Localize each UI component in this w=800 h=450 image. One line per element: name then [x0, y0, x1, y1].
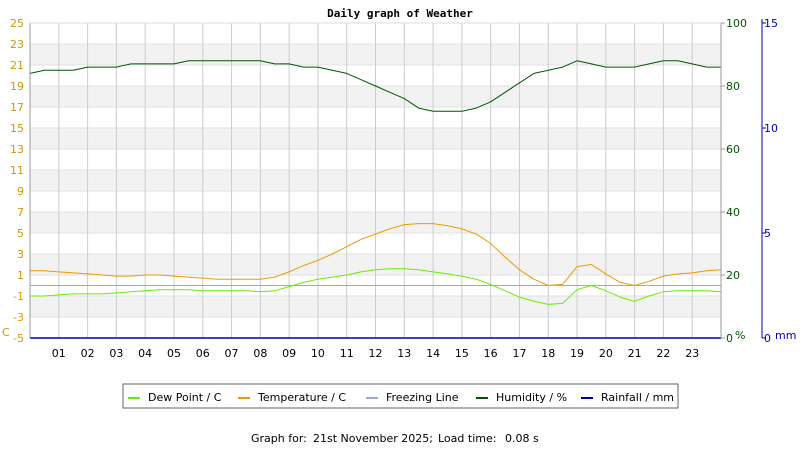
x-tick-label: 22	[656, 347, 670, 360]
left-tick-label: 19	[10, 80, 24, 93]
x-tick-label: 15	[455, 347, 469, 360]
footer-load-time: 0.08 s	[505, 432, 539, 445]
footer-label: Graph for:	[251, 432, 307, 445]
left-tick-label: 17	[10, 101, 24, 114]
x-tick-label: 18	[541, 347, 555, 360]
x-tick-label: 21	[628, 347, 642, 360]
legend-label-dew-point: Dew Point / C	[148, 391, 222, 404]
x-tick-label: 04	[138, 347, 152, 360]
rainfall-axis-ticks: 0 5 10 15 mm	[762, 17, 796, 345]
left-tick-label: -1	[13, 290, 24, 303]
legend-box	[122, 383, 679, 409]
x-tick-label: 16	[484, 347, 498, 360]
x-tick-label: 17	[512, 347, 526, 360]
x-tick-label: 11	[340, 347, 354, 360]
left-tick-label: -5	[13, 332, 24, 345]
left-tick-label: 5	[17, 227, 24, 240]
rainfall-tick-label: 10	[764, 122, 778, 135]
humidity-unit-label: %	[735, 329, 745, 342]
x-tick-label: 12	[369, 347, 383, 360]
left-tick-label: 1	[17, 269, 24, 282]
legend-label-freezing-line: Freezing Line	[386, 391, 459, 404]
rainfall-unit-label: mm	[775, 329, 796, 342]
footer-date: 21st November 2025;	[313, 432, 433, 445]
rainfall-tick-label: 15	[764, 17, 778, 30]
left-tick-label: 11	[10, 164, 24, 177]
x-tick-label: 19	[570, 347, 584, 360]
temperature-line	[30, 223, 722, 286]
left-tick-label: -3	[13, 311, 24, 324]
left-tick-label: 23	[10, 38, 24, 51]
x-tick-label: 14	[426, 347, 440, 360]
footer-load-label: Load time:	[438, 432, 496, 445]
humidity-tick-label: 80	[726, 80, 740, 93]
x-tick-label: 13	[397, 347, 411, 360]
humidity-tick-label: 40	[726, 206, 740, 219]
rainfall-tick-label: 0	[764, 332, 771, 345]
series-lines	[29, 60, 722, 339]
axes	[29, 19, 763, 338]
left-unit-label: C	[2, 326, 10, 339]
legend-label-rainfall: Rainfall / mm	[601, 391, 674, 404]
x-tick-label: 07	[225, 347, 239, 360]
left-tick-label: 3	[17, 248, 24, 261]
x-tick-label: 20	[599, 347, 613, 360]
x-axis-ticks: 01 02 03 04 05 06 07 08 09 10 11 12 13 14 15 16 17 18 19 20…	[52, 347, 699, 360]
x-tick-label: 03	[109, 347, 123, 360]
rainfall-tick-label: 5	[764, 227, 771, 240]
left-tick-label: 13	[10, 143, 24, 156]
x-tick-label: 06	[196, 347, 210, 360]
humidity-tick-label: 60	[726, 143, 740, 156]
x-tick-label: 08	[253, 347, 267, 360]
left-tick-label: 15	[10, 122, 24, 135]
left-tick-label: 21	[10, 59, 24, 72]
x-tick-label: 02	[81, 347, 95, 360]
legend-label-temperature: Temperature / C	[257, 391, 346, 404]
humidity-tick-label: 100	[726, 17, 747, 30]
x-tick-label: 10	[311, 347, 325, 360]
chart-title: Daily graph of Weather	[327, 7, 473, 20]
x-tick-label: 01	[52, 347, 66, 360]
legend: Dew Point / C Temperature / C Freezing Lin…	[122, 383, 679, 409]
dew-point-line	[30, 268, 722, 305]
humidity-line	[29, 60, 721, 112]
humidity-axis-ticks: 0 20 40 60 80 100%	[721, 17, 747, 345]
footer: Graph for: 21st November 2025; Load time…	[251, 432, 539, 445]
left-tick-label: 25	[10, 17, 24, 30]
x-tick-label: 05	[167, 347, 181, 360]
humidity-tick-label: 0	[726, 332, 733, 345]
x-tick-label: 09	[282, 347, 296, 360]
x-tick-label: 23	[685, 347, 699, 360]
legend-label-humidity: Humidity / %	[496, 391, 567, 404]
left-tick-label: 9	[17, 185, 24, 198]
humidity-tick-label: 20	[726, 269, 740, 282]
left-tick-label: 7	[17, 206, 24, 219]
